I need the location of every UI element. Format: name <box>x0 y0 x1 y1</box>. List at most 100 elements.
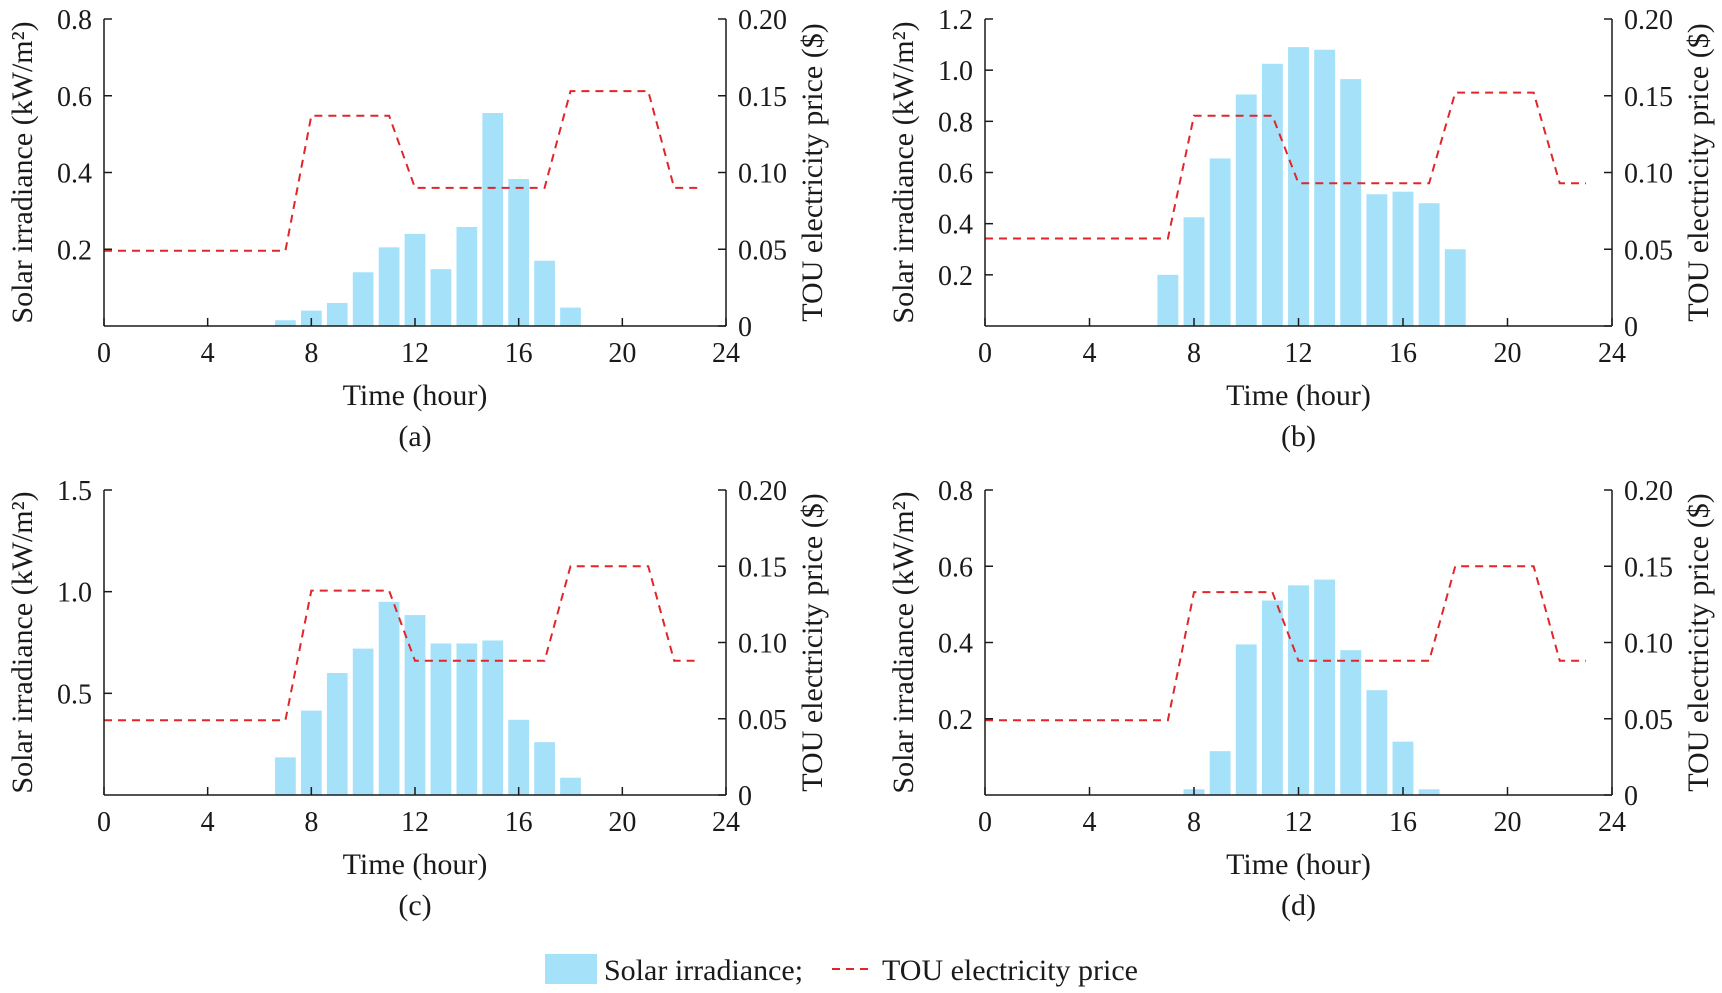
bar <box>1444 249 1466 326</box>
x-tick-label: 12 <box>1285 807 1313 838</box>
y-right-tick-label: 0.05 <box>1624 235 1673 266</box>
x-tick-label: 4 <box>201 338 215 369</box>
bar <box>430 643 452 795</box>
legend-irradiance-label: Solar irradiance; <box>604 954 803 987</box>
bar <box>482 640 504 795</box>
x-tick-label: 24 <box>1598 338 1626 369</box>
y-right-tick-label: 0.10 <box>1624 629 1673 660</box>
x-tick-label: 4 <box>1083 338 1097 369</box>
bar <box>482 113 504 327</box>
y-left-tick-label: 1.0 <box>938 56 973 87</box>
bar <box>275 320 296 326</box>
x-tick-label: 0 <box>97 338 111 369</box>
x-tick-label: 20 <box>608 338 636 369</box>
y-right-tick-label: 0.20 <box>1624 476 1673 507</box>
y-axis-right-title: TOU electricity price ($) <box>796 23 829 321</box>
bar <box>352 648 374 795</box>
panel-label: (b) <box>1281 420 1316 453</box>
bar <box>1392 741 1414 796</box>
y-right-tick-label: 0.15 <box>738 552 787 583</box>
bar <box>1288 585 1309 795</box>
bar <box>1392 191 1414 326</box>
bar <box>275 757 296 795</box>
y-axis-left-title: Solar irradiance (kW/m²) <box>887 491 920 793</box>
bar <box>430 269 452 326</box>
y-left-tick-label: 1.0 <box>57 578 92 609</box>
price-line <box>104 565 701 722</box>
x-tick-label: 8 <box>1187 338 1201 369</box>
y-axis-right-title: TOU electricity price ($) <box>796 493 829 791</box>
bar <box>378 247 400 326</box>
price-line <box>985 565 1586 722</box>
y-right-tick-label: 0.05 <box>1624 705 1673 736</box>
y-left-tick-label: 0.2 <box>938 705 973 736</box>
y-right-tick-label: 0.20 <box>1624 5 1673 36</box>
y-right-tick-label: 0.10 <box>1624 159 1673 190</box>
x-tick-label: 8 <box>304 807 318 838</box>
y-left-tick-label: 0.8 <box>938 107 973 138</box>
bar <box>1366 194 1388 326</box>
bar <box>300 710 322 795</box>
x-tick-label: 4 <box>1083 807 1097 838</box>
bar <box>326 302 348 326</box>
x-axis-title: Time (hour) <box>1226 848 1371 881</box>
y-right-tick-label: 0.15 <box>738 82 787 113</box>
price-line <box>985 91 1586 240</box>
y-axis-left-title: Solar irradiance (kW/m²) <box>887 21 920 323</box>
y-left-tick-label: 0.6 <box>938 552 973 583</box>
legend-irradiance-swatch <box>545 954 597 984</box>
y-right-tick-label: 0 <box>738 312 752 343</box>
bar <box>1366 690 1388 795</box>
y-left-tick-label: 0.5 <box>57 679 92 710</box>
bar <box>1314 579 1336 795</box>
panels-group: 0 4 8 12 16 20 24 0.2 0.4 0.6 0.8 0 0.05 0.10 0.15 0.20… <box>6 5 1715 922</box>
chart-panel-3: 0 4 8 12 16 20 24 0.5 1.0 1.5 0 0.05 0.10 0.15 0.20 Tim… <box>6 476 829 922</box>
bar <box>1209 158 1231 326</box>
y-axis-right-title: TOU electricity price ($) <box>1682 493 1715 791</box>
x-tick-label: 24 <box>712 338 740 369</box>
bar <box>456 226 478 326</box>
y-right-tick-label: 0.15 <box>1624 552 1673 583</box>
x-tick-label: 0 <box>97 807 111 838</box>
bar <box>404 615 426 795</box>
bar <box>1418 789 1440 795</box>
chart-panel-1: 0 4 8 12 16 20 24 0.2 0.4 0.6 0.8 0 0.05 0.10 0.15 0.20… <box>6 5 829 453</box>
y-axis-left-title: Solar irradiance (kW/m²) <box>6 21 39 323</box>
x-tick-label: 16 <box>1389 807 1417 838</box>
y-left-tick-label: 0.8 <box>57 5 92 36</box>
x-tick-label: 16 <box>505 338 533 369</box>
bar <box>560 777 581 795</box>
y-right-tick-label: 0.05 <box>738 705 787 736</box>
bar <box>1183 217 1205 326</box>
bar <box>1235 644 1257 795</box>
legend-price-label: TOU electricity price <box>882 954 1138 987</box>
chart-panel-2: 0 4 8 12 16 20 24 0.2 0.4 0.6 0.8 1.0 1.2 0 0.05 0.10 0.… <box>887 5 1715 453</box>
x-tick-label: 24 <box>1598 807 1626 838</box>
x-axis-title: Time (hour) <box>1226 379 1371 412</box>
x-tick-label: 0 <box>978 807 992 838</box>
bar <box>1261 63 1283 327</box>
y-right-tick-label: 0.10 <box>738 159 787 190</box>
y-right-tick-label: 0.10 <box>738 629 787 660</box>
x-tick-label: 12 <box>401 338 429 369</box>
bar <box>326 673 348 795</box>
panel-label: (c) <box>398 889 431 922</box>
bar <box>1340 79 1362 327</box>
bar <box>1157 274 1179 326</box>
bar <box>378 601 400 795</box>
bar <box>534 260 555 326</box>
panel-label: (a) <box>398 420 431 453</box>
x-tick-label: 16 <box>1389 338 1417 369</box>
bar <box>534 742 555 795</box>
x-tick-label: 20 <box>1494 338 1522 369</box>
bar <box>1261 600 1283 795</box>
y-right-tick-label: 0 <box>738 781 752 812</box>
y-right-tick-label: 0 <box>1624 781 1638 812</box>
chart-panel-4: 0 4 8 12 16 20 24 0.2 0.4 0.6 0.8 0 0.05 0.10 0.15 0.20… <box>887 476 1715 922</box>
bar <box>1209 751 1231 795</box>
bar <box>560 307 581 326</box>
x-tick-label: 24 <box>712 807 740 838</box>
y-left-tick-label: 0.4 <box>938 629 973 660</box>
y-right-tick-label: 0.05 <box>738 235 787 266</box>
bar <box>1235 94 1257 326</box>
